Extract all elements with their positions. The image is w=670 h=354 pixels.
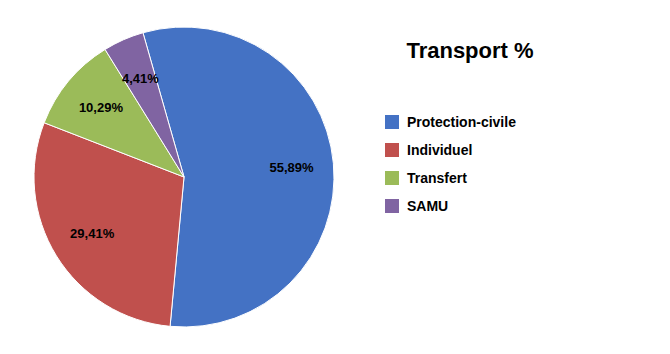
legend-item: SAMU [385, 198, 448, 214]
title: Transport % [406, 38, 533, 63]
legend-item: Transfert [385, 170, 467, 186]
legend: Protection-civile Individuel Transfert SAMU [385, 114, 516, 214]
legend-label: SAMU [407, 198, 448, 214]
legend-swatch [385, 143, 399, 157]
data-labels: 55,89% 29,41% 10,29% 4,41% [70, 71, 314, 242]
data-label: 55,89% [269, 160, 314, 175]
legend-swatch [385, 199, 399, 213]
chart: 55,89% 29,41% 10,29% 4,41% Transport % Protec… [0, 0, 670, 354]
legend-item: Individuel [385, 142, 472, 158]
legend-label: Transfert [407, 170, 467, 186]
data-label: 29,41% [70, 226, 115, 241]
legend-label: Protection-civile [407, 114, 516, 130]
data-label: 4,41% [122, 71, 159, 86]
legend-item: Protection-civile [385, 114, 516, 130]
legend-swatch [385, 171, 399, 185]
legend-label: Individuel [407, 142, 472, 158]
data-label: 10,29% [79, 100, 124, 115]
legend-swatch [385, 115, 399, 129]
pie [34, 27, 334, 327]
